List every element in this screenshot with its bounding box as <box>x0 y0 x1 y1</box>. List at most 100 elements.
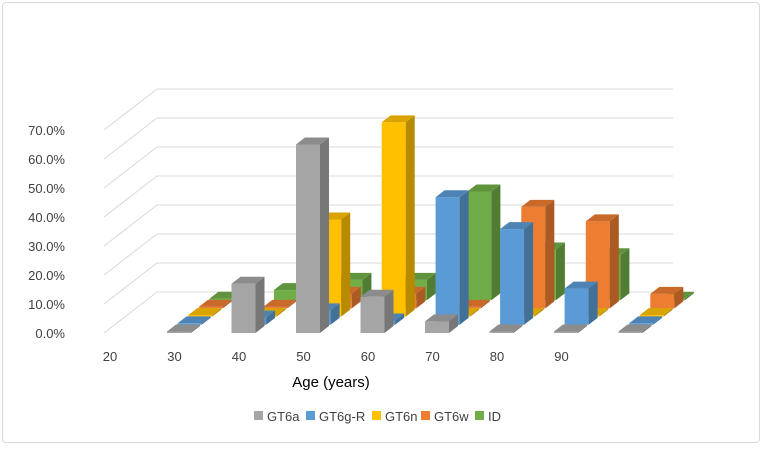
bar-top-face <box>188 308 222 316</box>
bar-front-face <box>231 283 256 333</box>
y-tick-label: 70.0% <box>28 123 65 138</box>
chart-svg: 0.0%10.0%20.0%30.0%40.0%50.0%60.0%70.0% … <box>28 88 694 424</box>
x-tick-label: 70 <box>425 349 439 364</box>
bar <box>435 190 469 325</box>
bar-side-face <box>470 308 480 317</box>
x-tick-label: 80 <box>490 349 504 364</box>
bar-side-face <box>545 199 555 309</box>
legend-swatch <box>254 411 263 420</box>
x-axis-tick-labels: 20 30 40 50 60 70 80 90 <box>103 349 569 364</box>
y-tick-label: 0.0% <box>35 326 65 341</box>
bar-front-face <box>167 331 191 333</box>
bar-front-face <box>198 306 223 309</box>
bar-side-face <box>255 276 265 333</box>
bar <box>564 281 598 325</box>
bar <box>381 115 415 317</box>
bar-side-face <box>480 299 490 309</box>
bar-side-face <box>266 310 276 325</box>
gridline-side <box>103 262 158 305</box>
bar-front-face <box>360 296 385 333</box>
bar <box>500 222 534 325</box>
bar <box>467 184 501 301</box>
gridline-side <box>103 233 158 276</box>
bar-top-face <box>585 214 619 222</box>
bar-top-face <box>263 299 297 307</box>
legend-swatch <box>372 411 381 420</box>
gridline-side <box>103 291 158 334</box>
bar-side-face <box>341 212 351 317</box>
bar-side-face <box>555 242 565 301</box>
legend-swatch <box>421 411 430 420</box>
bar-front-face <box>564 288 589 325</box>
bar-front-face <box>296 144 320 333</box>
bar-side-face <box>405 115 415 317</box>
bar-side-face <box>588 281 598 325</box>
bar-side-face <box>674 286 684 309</box>
legend: GT6a GT6g-R GT6n GT6w ID <box>254 409 501 424</box>
gridline-side <box>103 146 158 189</box>
bar-side-face <box>578 324 588 333</box>
bar-front-face <box>435 197 460 325</box>
bar-side-face <box>599 308 609 317</box>
bar-side-face <box>524 222 534 325</box>
chart-frame: 0.0% 10.0% 20.0% 30.0% 40.0% 50.0% 60.0% 70.0% … <box>2 2 760 443</box>
bar-top-face <box>618 324 652 332</box>
legend-label: GT6g-R <box>319 409 365 424</box>
bar <box>489 324 523 333</box>
bar <box>198 299 232 309</box>
bar-top-face <box>360 289 394 297</box>
bar-side-face <box>449 314 459 333</box>
bars <box>167 115 694 333</box>
bar-side-face <box>330 303 340 325</box>
bar-front-face <box>177 323 202 325</box>
bar-top-face <box>500 222 534 230</box>
bar-top-face <box>167 324 201 332</box>
bar <box>231 276 265 333</box>
bar-side-face <box>276 308 286 317</box>
legend-label: GT6a <box>267 409 300 424</box>
bar-top-face <box>554 324 588 332</box>
legend-swatch <box>475 411 484 420</box>
legend-label: GT6w <box>434 409 469 424</box>
bar-side-face <box>663 308 673 317</box>
gridline-side <box>103 204 158 247</box>
bar-side-face <box>642 324 652 333</box>
bar-side-face <box>620 248 630 301</box>
bar <box>188 308 222 317</box>
bar-front-face <box>629 323 654 325</box>
bar <box>554 324 588 333</box>
x-axis-title: Age (years) <box>292 374 370 391</box>
bar-front-face <box>650 293 675 309</box>
legend-label: GT6n <box>385 409 418 424</box>
bar-side-face <box>191 324 201 333</box>
bar-front-face <box>456 306 481 309</box>
y-tick-label: 50.0% <box>28 181 65 196</box>
bar-front-face <box>273 290 298 301</box>
bar-top-face <box>198 299 232 307</box>
bar-front-face <box>188 315 213 317</box>
bar-top-face <box>231 276 265 284</box>
bar-side-face <box>416 286 426 309</box>
bar-front-face <box>209 298 234 301</box>
bar-side-face <box>426 272 436 301</box>
bar <box>167 324 201 333</box>
bar-side-face <box>201 316 211 325</box>
bar <box>650 286 684 309</box>
x-tick-label: 90 <box>554 349 568 364</box>
bar-side-face <box>320 137 330 333</box>
bar-top-face <box>467 184 501 192</box>
bar-top-face <box>381 115 415 123</box>
x-tick-label: 30 <box>167 349 181 364</box>
bar-front-face <box>425 321 449 333</box>
gridline-side <box>103 88 158 131</box>
x-tick-label: 60 <box>361 349 375 364</box>
bar-top-face <box>639 308 673 316</box>
y-axis-tick-labels: 0.0% 10.0% 20.0% 30.0% 40.0% 50.0% 60.0% 70.0% <box>28 123 65 341</box>
y-tick-label: 20.0% <box>28 268 65 283</box>
bar-side-face <box>459 190 469 325</box>
bar-side-face <box>384 289 394 333</box>
bar-side-face <box>684 291 694 301</box>
bar-side-face <box>534 308 544 317</box>
bar-front-face <box>263 306 288 309</box>
bar-front-face <box>489 331 514 333</box>
